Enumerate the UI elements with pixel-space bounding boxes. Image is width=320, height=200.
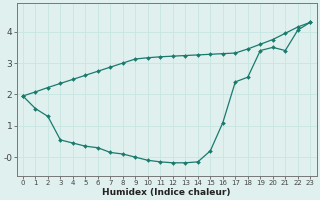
X-axis label: Humidex (Indice chaleur): Humidex (Indice chaleur)	[102, 188, 231, 197]
